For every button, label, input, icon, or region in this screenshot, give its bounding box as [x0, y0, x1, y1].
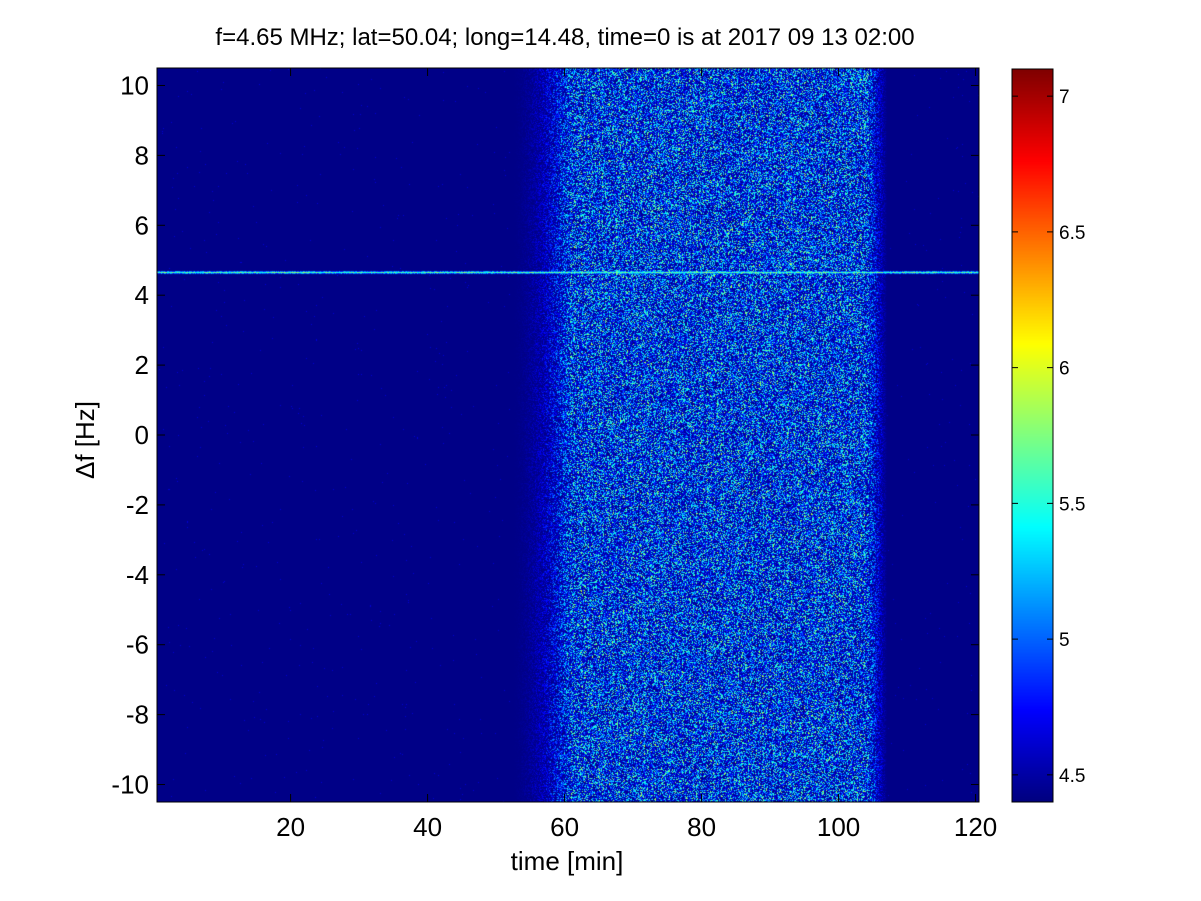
y-tick-label: -8 [126, 700, 149, 730]
colorbar-tick-label: 4.5 [1059, 766, 1085, 787]
y-tick-label: 4 [135, 280, 149, 310]
colorbar-tick-label: 5 [1059, 630, 1070, 651]
x-tick-label: 100 [817, 812, 860, 842]
x-tick-label: 120 [954, 812, 997, 842]
y-tick-label: -6 [126, 630, 149, 660]
y-tick-label: -2 [126, 490, 149, 520]
x-tick-label: 60 [550, 812, 579, 842]
x-axis-label: time [min] [511, 846, 624, 876]
colorbar-tick-label: 6.5 [1059, 223, 1085, 244]
y-axis-ticks: -10 -8 -6 -4 -2 0 2 4 6 8 10 [111, 70, 979, 800]
x-tick-label: 40 [413, 812, 442, 842]
y-tick-label: 2 [135, 350, 149, 380]
y-tick-label: 8 [135, 140, 149, 170]
plot-area: 20 40 60 80 100 120 -10 -8 -6 -4 -2 0 2 4 6 8 10 [111, 67, 997, 842]
colorbar-gradient [1012, 69, 1053, 802]
x-tick-label: 80 [687, 812, 716, 842]
x-axis-ticks: 20 40 60 80 100 120 [276, 68, 997, 842]
colorbar-ticks: 4.5 5 5.5 6 6.5 7 [1012, 87, 1085, 787]
colorbar-tick-label: 6 [1059, 359, 1070, 380]
heatmap-image [157, 68, 979, 802]
colorbar-tick-label: 7 [1059, 87, 1070, 108]
y-axis-label: Δf [Hz] [70, 401, 100, 479]
colorbar-frame [1011, 68, 1054, 803]
chart-title: f=4.65 MHz; lat=50.04; long=14.48, time=… [215, 24, 914, 51]
y-tick-label: -10 [111, 770, 149, 800]
colorbar-tick-label: 5.5 [1059, 494, 1085, 515]
y-tick-label: 6 [135, 210, 149, 240]
y-tick-label: 10 [120, 70, 149, 100]
y-tick-label: -4 [126, 560, 149, 590]
x-tick-label: 20 [276, 812, 305, 842]
colorbar: 4.5 5 5.5 6 6.5 7 [1011, 68, 1085, 803]
y-tick-label: 0 [135, 420, 149, 450]
